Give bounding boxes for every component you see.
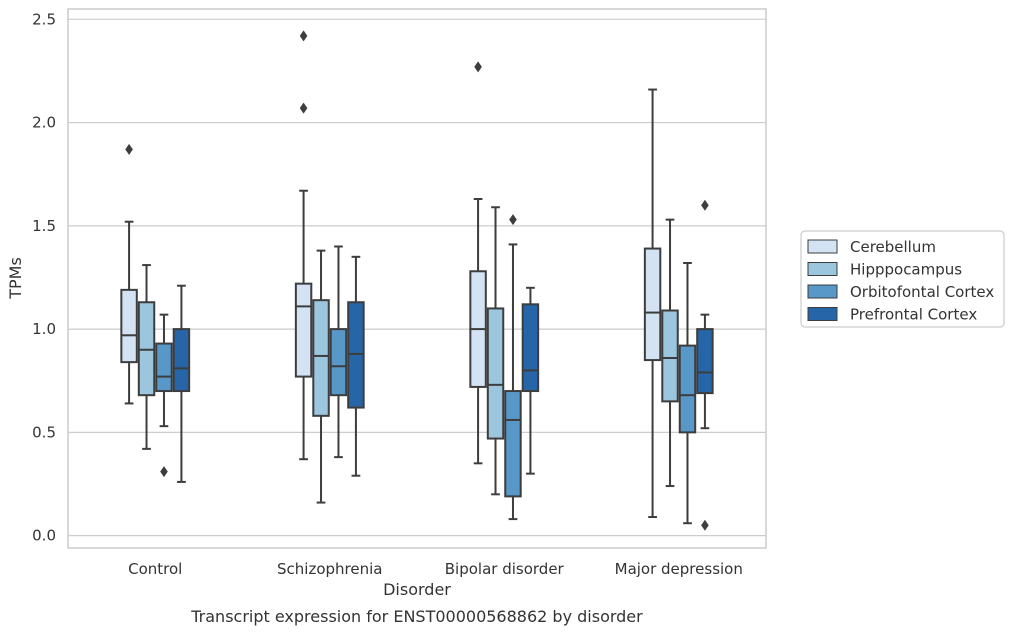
- plot-frame: [67, 8, 767, 549]
- box-prefrontal-cortex: [696, 199, 714, 531]
- y-tick-label: 0.0: [32, 527, 56, 545]
- x-axis-ticks: Control Schizophrenia Bipolar disorder Majo…: [128, 560, 743, 578]
- y-tick-label: 2.0: [32, 114, 56, 132]
- outlier-point: [701, 199, 709, 211]
- legend-swatch: [807, 307, 838, 321]
- legend-label: Hipppocampus: [850, 261, 962, 279]
- legend-frame: [800, 230, 1005, 328]
- iqr-box: [172, 328, 191, 393]
- outlier-point: [160, 466, 168, 478]
- chart-caption: Transcript expression for ENST0000056886…: [190, 607, 643, 626]
- iqr-box: [155, 342, 173, 393]
- outlier-point: [474, 61, 482, 73]
- iqr-box: [137, 301, 156, 397]
- box-prefrontal-cortex: [347, 255, 365, 477]
- box-orbitofontal-cortex: [504, 214, 522, 521]
- box-series: [120, 30, 714, 531]
- box-hipppocampus: [137, 264, 156, 450]
- x-axis-title: Disorder: [383, 580, 451, 599]
- x-tick-label: Control: [128, 560, 182, 578]
- box-cerebellum: [120, 143, 138, 405]
- x-tick-label: Schizophrenia: [277, 560, 382, 578]
- box-hipppocampus: [661, 218, 679, 488]
- iqr-box: [294, 282, 313, 378]
- outlier-point: [299, 102, 308, 114]
- iqr-box: [661, 309, 679, 403]
- box-hipppocampus: [486, 206, 505, 496]
- legend-label: Cerebellum: [850, 238, 936, 256]
- iqr-box: [312, 299, 330, 417]
- y-tick-label: 0.5: [32, 423, 56, 441]
- box-orbitofontal-cortex: [155, 313, 173, 478]
- iqr-box: [521, 303, 540, 393]
- box-cerebellum: [294, 30, 313, 461]
- iqr-box: [678, 344, 697, 434]
- box-orbitofontal-cortex: [678, 262, 697, 525]
- iqr-box: [120, 288, 138, 364]
- box-cerebellum: [469, 61, 487, 465]
- box-hipppocampus: [312, 249, 330, 504]
- iqr-box: [329, 328, 348, 397]
- outlier-point: [701, 519, 709, 531]
- legend-label: Prefrontal Cortex: [850, 306, 977, 324]
- y-tick-label: 2.5: [32, 10, 56, 28]
- y-axis-title: TPMs: [6, 257, 25, 300]
- iqr-box: [347, 301, 365, 409]
- outlier-point: [299, 30, 308, 42]
- x-tick-label: Major depression: [615, 560, 743, 578]
- iqr-box: [486, 307, 505, 440]
- box-cerebellum: [643, 88, 662, 519]
- box-prefrontal-cortex: [521, 286, 540, 475]
- y-tick-label: 1.0: [32, 320, 56, 338]
- legend-swatch: [807, 262, 838, 276]
- box-prefrontal-cortex: [172, 284, 191, 483]
- outlier-point: [125, 143, 133, 155]
- legend: Cerebellum Hipppocampus Orbitofontal Corte…: [800, 230, 1005, 328]
- iqr-box: [504, 390, 522, 498]
- iqr-box: [696, 328, 714, 395]
- x-tick-label: Bipolar disorder: [445, 560, 565, 578]
- y-tick-label: 1.5: [32, 217, 56, 235]
- outlier-point: [509, 214, 517, 226]
- box-orbitofontal-cortex: [329, 245, 348, 459]
- iqr-box: [643, 247, 662, 362]
- y-axis-ticks: 0.0 0.5 1.0 1.5 2.0 2.5: [32, 10, 56, 544]
- legend-swatch: [807, 239, 838, 254]
- legend-label: Orbitofontal Cortex: [850, 283, 994, 301]
- legend-swatch: [807, 284, 838, 299]
